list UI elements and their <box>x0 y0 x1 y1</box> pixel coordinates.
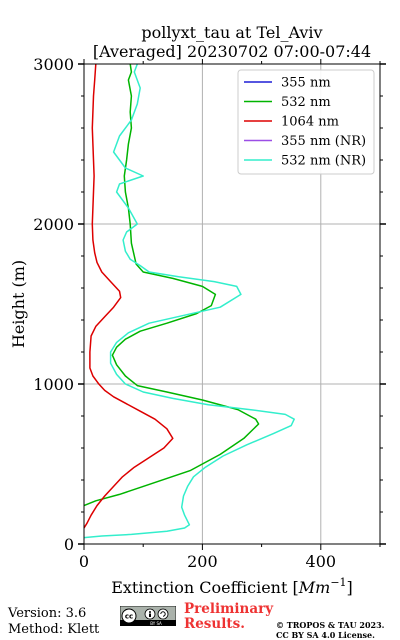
y-tick-label: 2000 <box>33 215 74 234</box>
cc-license-badge: cc BY SA <box>120 606 176 626</box>
chart-title-line2: [Averaged] 20230702 07:00-07:44 <box>93 42 371 61</box>
plot-frame <box>83 63 381 545</box>
x-tick-label: 200 <box>187 552 218 571</box>
series-line-2 <box>83 63 174 529</box>
chart-title-line1: pollyxt_tau at Tel_Aviv <box>141 23 322 42</box>
legend-label-3: 355 nm (NR) <box>281 134 366 149</box>
legend-label-2: 1064 nm <box>281 115 339 130</box>
version-text: Version: 3.6 <box>8 606 87 621</box>
legend-label-4: 532 nm (NR) <box>281 154 366 169</box>
y-axis-label: Height (m) <box>9 260 28 348</box>
x-tick-label: 0 <box>79 552 89 571</box>
svg-text:cc: cc <box>125 613 133 621</box>
y-tick-label: 1000 <box>33 375 74 394</box>
series-line-4 <box>83 63 295 539</box>
y-tick-label: 0 <box>64 535 74 554</box>
legend-box <box>237 69 375 175</box>
cc-icon <box>121 608 137 624</box>
legend-label-0: 355 nm <box>281 76 331 91</box>
legend: 355 nm 532 nm 1064 nm 355 nm (NR) 532 nm (NR… <box>237 69 375 175</box>
y-tick-label: 3000 <box>33 55 74 74</box>
preliminary-results-text: Preliminary Results. <box>184 601 274 632</box>
license-text: © TROPOS & TAU 2023. CC BY SA 4.0 Licens… <box>276 620 385 640</box>
method-text: Method: Klett <box>8 622 100 637</box>
series-lines <box>83 63 295 539</box>
series-line-1 <box>83 63 260 507</box>
x-tick-label: 400 <box>306 552 337 571</box>
x-axis-label: Extinction Coefficient [Mm−1] <box>111 576 353 597</box>
extinction-profile-chart: pollyxt_tau at Tel_Aviv [Averaged] 20230… <box>9 23 386 597</box>
svg-text:BY SA: BY SA <box>150 621 162 626</box>
legend-label-1: 532 nm <box>281 95 331 110</box>
sa-icon <box>157 608 169 620</box>
axis-ticks: 0 200 400 0 1000 2000 3000 <box>33 55 386 571</box>
